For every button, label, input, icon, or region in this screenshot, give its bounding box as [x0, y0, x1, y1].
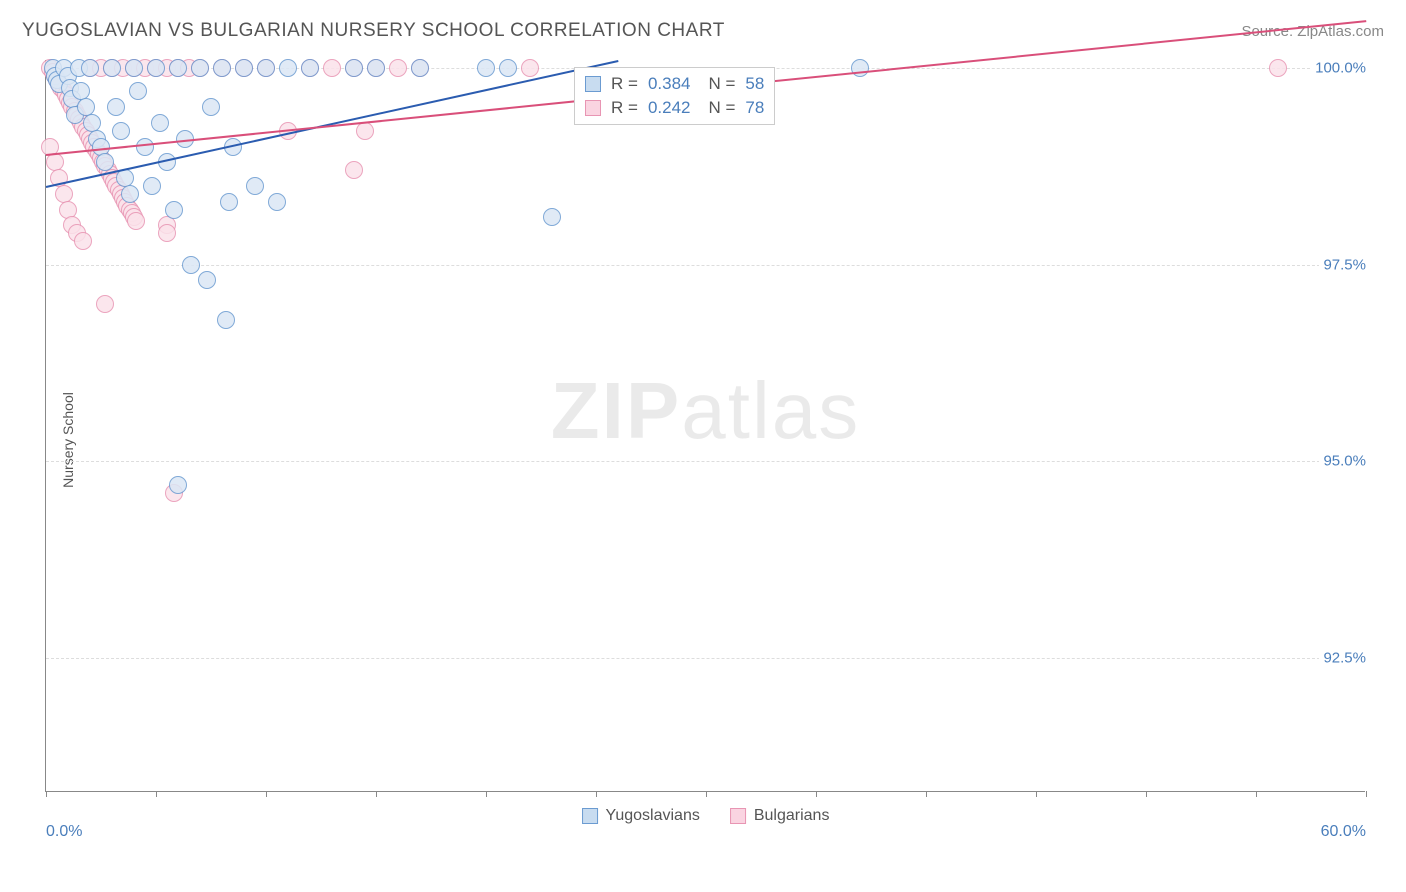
scatter-point: [521, 59, 539, 77]
scatter-point: [169, 59, 187, 77]
stats-box: R = 0.384 N = 58 R = 0.242 N = 78: [574, 67, 775, 125]
x-tick: [926, 791, 927, 797]
scatter-point: [345, 161, 363, 179]
scatter-point: [147, 59, 165, 77]
chart-title: YUGOSLAVIAN VS BULGARIAN NURSERY SCHOOL …: [22, 20, 725, 42]
stats-row: R = 0.384 N = 58: [585, 72, 764, 96]
legend-label: Bulgarians: [754, 807, 830, 825]
scatter-point: [96, 295, 114, 313]
scatter-point: [121, 185, 139, 203]
gridline: [46, 265, 1365, 266]
scatter-point: [389, 59, 407, 77]
x-tick: [156, 791, 157, 797]
stats-n-value: 78: [745, 98, 764, 118]
y-tick-label: 92.5%: [1319, 650, 1370, 667]
scatter-point: [246, 177, 264, 195]
scatter-point: [143, 177, 161, 195]
watermark: ZIPatlas: [551, 365, 860, 457]
scatter-point: [182, 256, 200, 274]
stats-n-label: N =: [708, 98, 735, 118]
scatter-point: [851, 59, 869, 77]
scatter-point: [257, 59, 275, 77]
scatter-point: [213, 59, 231, 77]
stats-r-label: R =: [611, 74, 638, 94]
gridline: [46, 658, 1365, 659]
legend-label: Yugoslavians: [606, 807, 700, 825]
scatter-point: [165, 201, 183, 219]
x-tick: [486, 791, 487, 797]
x-tick: [376, 791, 377, 797]
gridline: [46, 461, 1365, 462]
stats-r-value: 0.384: [648, 74, 691, 94]
scatter-point: [169, 476, 187, 494]
y-tick-label: 100.0%: [1311, 59, 1370, 76]
scatter-point: [345, 59, 363, 77]
stats-n-label: N =: [708, 74, 735, 94]
watermark-light: atlas: [681, 366, 860, 455]
scatter-point: [112, 122, 130, 140]
scatter-point: [103, 59, 121, 77]
scatter-point: [127, 212, 145, 230]
chart-container: Nursery School ZIPatlas 92.5%95.0%97.5%1…: [45, 60, 1385, 820]
scatter-point: [367, 59, 385, 77]
stats-swatch-icon: [585, 100, 601, 116]
x-tick: [706, 791, 707, 797]
legend-swatch-icon: [582, 808, 598, 824]
scatter-point: [107, 98, 125, 116]
bottom-legend: Yugoslavians Bulgarians: [582, 807, 830, 825]
x-tick: [266, 791, 267, 797]
scatter-point: [217, 311, 235, 329]
watermark-bold: ZIP: [551, 366, 681, 455]
scatter-point: [477, 59, 495, 77]
scatter-point: [499, 59, 517, 77]
scatter-point: [301, 59, 319, 77]
stats-r-value: 0.242: [648, 98, 691, 118]
legend-swatch-icon: [730, 808, 746, 824]
scatter-point: [235, 59, 253, 77]
x-max-label: 60.0%: [1321, 823, 1366, 841]
legend-item: Yugoslavians: [582, 807, 700, 825]
scatter-point: [198, 271, 216, 289]
legend-item: Bulgarians: [730, 807, 830, 825]
stats-r-label: R =: [611, 98, 638, 118]
scatter-point: [220, 193, 238, 211]
x-tick: [46, 791, 47, 797]
scatter-point: [125, 59, 143, 77]
x-tick: [1146, 791, 1147, 797]
scatter-point: [129, 82, 147, 100]
scatter-point: [279, 59, 297, 77]
x-min-label: 0.0%: [46, 823, 82, 841]
plot-area: ZIPatlas 92.5%95.0%97.5%100.0%0.0%60.0% …: [45, 60, 1365, 792]
scatter-point: [96, 153, 114, 171]
stats-row: R = 0.242 N = 78: [585, 96, 764, 120]
scatter-point: [81, 59, 99, 77]
stats-swatch-icon: [585, 76, 601, 92]
scatter-point: [268, 193, 286, 211]
scatter-point: [356, 122, 374, 140]
x-tick: [1036, 791, 1037, 797]
scatter-point: [543, 208, 561, 226]
y-tick-label: 97.5%: [1319, 256, 1370, 273]
scatter-point: [1269, 59, 1287, 77]
scatter-point: [202, 98, 220, 116]
scatter-point: [151, 114, 169, 132]
y-tick-label: 95.0%: [1319, 453, 1370, 470]
x-tick: [816, 791, 817, 797]
x-tick: [596, 791, 597, 797]
scatter-point: [411, 59, 429, 77]
stats-n-value: 58: [745, 74, 764, 94]
scatter-point: [74, 232, 92, 250]
scatter-point: [323, 59, 341, 77]
scatter-point: [191, 59, 209, 77]
scatter-point: [158, 224, 176, 242]
x-tick: [1256, 791, 1257, 797]
x-tick: [1366, 791, 1367, 797]
